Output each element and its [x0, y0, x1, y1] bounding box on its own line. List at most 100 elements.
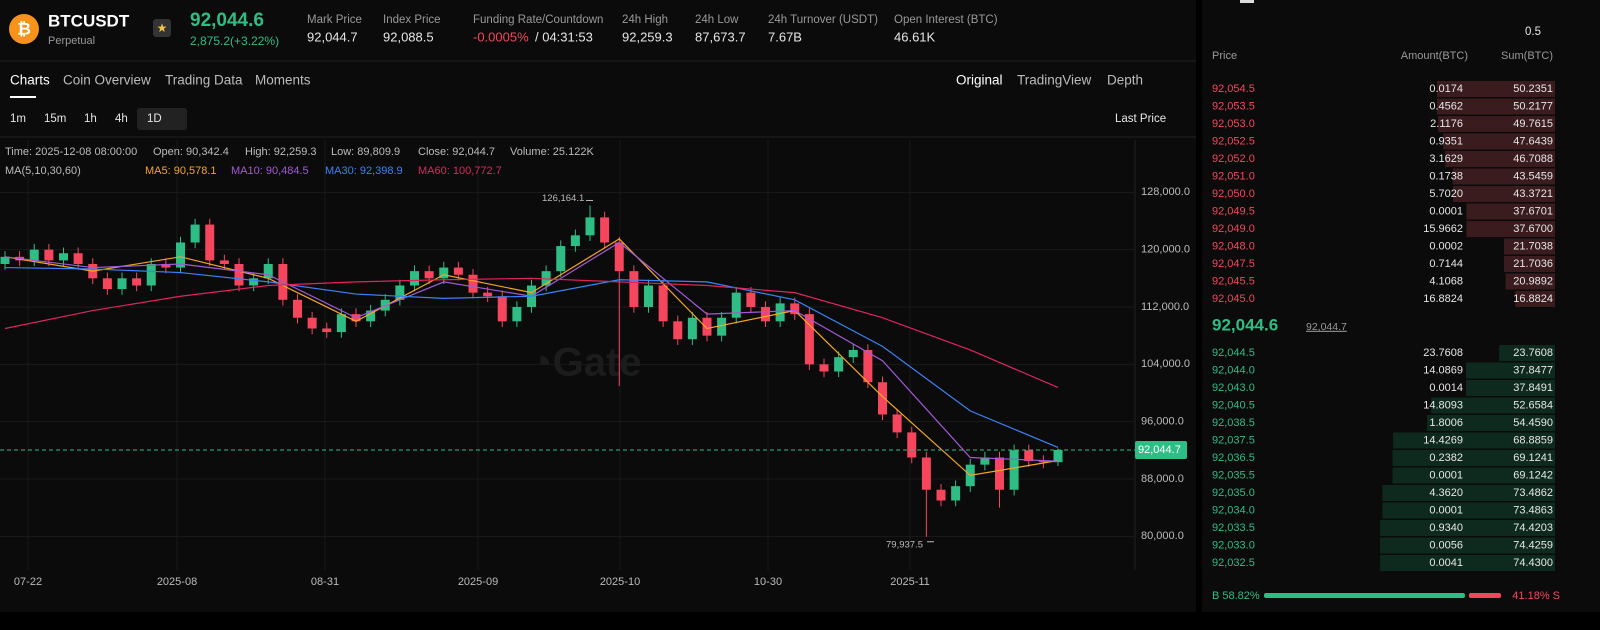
- y-tick-label: 128,000.0: [1141, 186, 1190, 198]
- book-sum: 54.4590: [1513, 417, 1553, 429]
- x-tick-label: 08-31: [311, 576, 339, 588]
- stat-value: 92,088.5: [383, 29, 434, 44]
- candle-body: [834, 357, 844, 372]
- stat-value: -0.0005%: [473, 29, 529, 44]
- view-tab[interactable]: TradingView: [1017, 73, 1092, 88]
- book-price: 92,038.5: [1212, 417, 1255, 429]
- book-amount: 0.2382: [1429, 452, 1463, 464]
- depth-bar: [1503, 256, 1555, 272]
- depth-bar: [1380, 537, 1555, 554]
- book-sum: 47.6439: [1513, 135, 1553, 147]
- book-price: 92,053.0: [1212, 118, 1255, 130]
- book-sum: 37.6700: [1513, 223, 1553, 235]
- depth-bar: [1505, 273, 1555, 290]
- annotation: 126,164.1: [542, 193, 584, 204]
- candle-body: [644, 285, 653, 307]
- candle-body: [219, 260, 229, 264]
- depth-bar: [1380, 555, 1555, 571]
- candle-body: [1038, 461, 1048, 463]
- interval[interactable]: 15m: [44, 113, 66, 125]
- book-amount: 0.0002: [1429, 240, 1463, 252]
- candle-body: [673, 321, 683, 340]
- x-tick-label: 10-30: [754, 576, 782, 588]
- book-sum: 73.4862: [1513, 487, 1553, 499]
- tab[interactable]: Moments: [255, 73, 311, 88]
- precision[interactable]: 0.5: [1525, 26, 1541, 38]
- candle-body: [995, 457, 1004, 490]
- depth-bar: [1436, 81, 1555, 97]
- book-amount: 14.8093: [1423, 399, 1463, 411]
- depth-bar: [1503, 238, 1555, 255]
- book-sum: 52.6584: [1513, 399, 1553, 411]
- candle-body: [819, 364, 829, 372]
- book-amount: 14.0869: [1423, 364, 1463, 376]
- candle-body: [878, 382, 887, 415]
- book-amount: 4.3620: [1429, 487, 1463, 499]
- legend-entry: MA30: 92,398.9: [325, 165, 403, 177]
- book-price: 92,032.5: [1212, 557, 1255, 569]
- candle-body: [307, 317, 317, 329]
- ma-line: [4, 266, 1059, 449]
- book-sum: 37.8491: [1513, 382, 1553, 394]
- book-amount: 0.9351: [1429, 135, 1463, 147]
- candle-body: [863, 349, 873, 383]
- book-sum: 20.9892: [1513, 275, 1553, 287]
- interval[interactable]: 1m: [10, 113, 26, 125]
- candle-body: [336, 314, 346, 333]
- depth-bar: [1380, 520, 1555, 536]
- book-price: 92,051.0: [1212, 170, 1255, 182]
- book-sum: 50.2177: [1513, 100, 1553, 112]
- candle-body: [512, 306, 522, 322]
- tab[interactable]: Trading Data: [165, 73, 243, 88]
- book-sum: 50.2351: [1513, 83, 1553, 95]
- depth-bar: [1515, 291, 1555, 307]
- depth-bar: [1499, 345, 1555, 361]
- candle-body: [746, 292, 756, 307]
- book-price: 92,044.0: [1212, 364, 1255, 376]
- book-price: 92,049.0: [1212, 223, 1255, 235]
- view-tab[interactable]: Depth: [1107, 73, 1143, 88]
- stat-label: Mark Price: [307, 14, 362, 26]
- interval[interactable]: 4h: [115, 113, 128, 125]
- stat-value: 46.61K: [894, 29, 936, 44]
- interval[interactable]: 1D: [147, 113, 162, 125]
- candle-body: [410, 271, 419, 286]
- book-price: 92,036.5: [1212, 452, 1255, 464]
- tab[interactable]: Coin Overview: [63, 73, 151, 88]
- candle-body: [44, 249, 54, 261]
- candle-body: [117, 278, 127, 290]
- candle-body: [1053, 449, 1063, 463]
- depth-bar: [1453, 186, 1555, 202]
- depth-bar: [1438, 116, 1555, 132]
- interval[interactable]: 1h: [84, 113, 97, 125]
- book-price: 92,052.0: [1212, 153, 1255, 165]
- candle-body: [951, 486, 961, 501]
- candle-body: [790, 303, 800, 315]
- stat-extra: / 04:31:53: [535, 29, 593, 44]
- book-price: 92,045.0: [1212, 293, 1255, 305]
- book-amount: 14.4269: [1423, 434, 1463, 446]
- book-price: 92,054.5: [1212, 83, 1255, 95]
- book-amount: 0.1738: [1429, 170, 1463, 182]
- stat-value: 7.67B: [768, 29, 802, 44]
- book-sum: 16.8824: [1513, 293, 1553, 305]
- book-price: 92,034.0: [1212, 504, 1255, 516]
- symbol: BTCUSDT: [48, 11, 130, 30]
- tab[interactable]: Charts: [10, 73, 50, 88]
- book-amount: 4.1068: [1429, 275, 1463, 287]
- book-header: Amount(BTC): [1401, 50, 1468, 62]
- depth-bar: [1392, 467, 1555, 484]
- ohlc-info: Low: 89,809.9: [331, 146, 400, 158]
- candle-body: [629, 271, 639, 307]
- y-tick-label: 104,000.0: [1141, 358, 1190, 370]
- view-tab[interactable]: Original: [956, 73, 1003, 88]
- book-sum: 43.3721: [1513, 188, 1553, 200]
- favorite[interactable]: [153, 19, 171, 37]
- price-source[interactable]: Last Price: [1115, 113, 1166, 125]
- candle-body: [936, 489, 946, 501]
- book-amount: 0.0001: [1429, 205, 1463, 217]
- depth-bar: [1466, 221, 1555, 237]
- candle-body: [570, 235, 580, 247]
- ohlc-info: High: 92,259.3: [245, 146, 317, 158]
